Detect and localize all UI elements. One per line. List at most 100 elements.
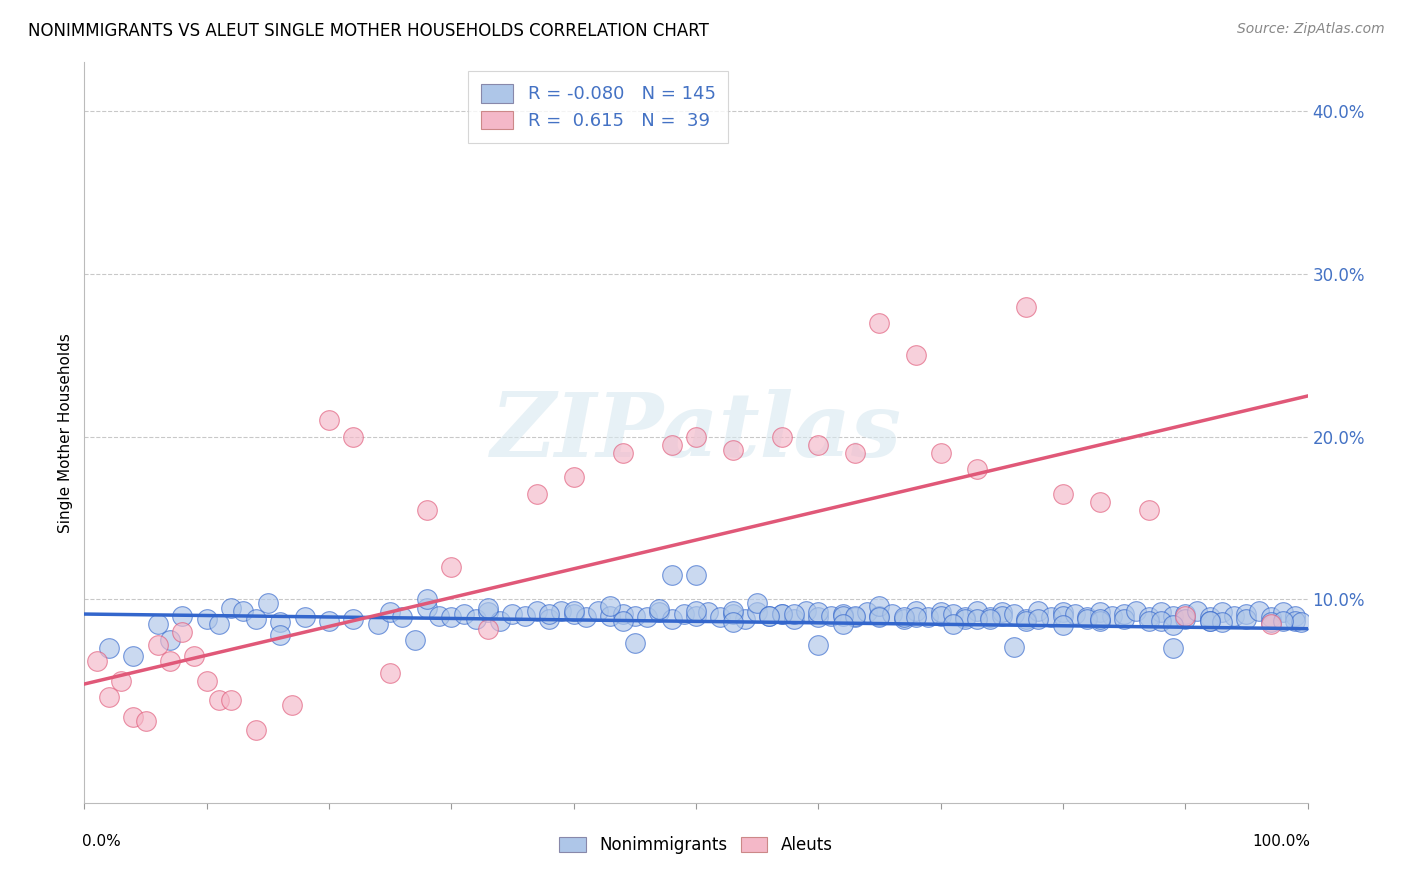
Point (929, 446, 952, 460)
Point (391, 610, 413, 624)
Point (1052, 608, 1074, 623)
Text: Source: ZipAtlas.com: Source: ZipAtlas.com (1237, 22, 1385, 37)
Point (380, 665, 402, 680)
Point (159, 654, 181, 668)
Point (831, 607, 853, 621)
Point (550, 604, 572, 618)
Point (758, 608, 780, 623)
Point (979, 612, 1001, 626)
Point (783, 607, 806, 621)
Point (966, 612, 988, 626)
Point (1291, 615, 1313, 630)
Point (1187, 604, 1209, 618)
Point (1052, 606, 1074, 620)
Point (1223, 608, 1246, 623)
Point (1088, 612, 1111, 626)
Point (1137, 614, 1160, 628)
Point (979, 610, 1001, 624)
Point (538, 612, 561, 626)
Point (477, 600, 499, 615)
Point (721, 442, 744, 457)
Point (1247, 604, 1270, 618)
Point (1198, 610, 1220, 624)
Point (1161, 618, 1184, 632)
Point (269, 628, 291, 642)
Point (991, 608, 1014, 623)
Point (1150, 606, 1173, 620)
Point (685, 568, 707, 582)
Point (122, 649, 145, 664)
Point (219, 693, 242, 707)
Point (281, 698, 304, 713)
Legend: Nonimmigrants, Aleuts: Nonimmigrants, Aleuts (553, 830, 839, 861)
Point (880, 607, 903, 621)
Point (869, 316, 891, 330)
Point (1150, 614, 1173, 628)
Point (562, 607, 585, 621)
Point (820, 608, 842, 623)
Point (869, 610, 891, 624)
Point (183, 649, 205, 664)
Point (770, 430, 793, 444)
Point (1198, 614, 1220, 628)
Point (1211, 606, 1233, 620)
Point (1198, 614, 1220, 628)
Point (195, 673, 218, 688)
Point (562, 470, 585, 484)
Point (1052, 486, 1074, 500)
Point (1088, 606, 1111, 620)
Point (269, 615, 291, 630)
Point (685, 608, 707, 623)
Point (685, 430, 707, 444)
Point (661, 568, 683, 582)
Point (721, 615, 744, 630)
Point (1260, 616, 1282, 631)
Point (844, 608, 866, 623)
Point (612, 614, 634, 628)
Point (1260, 610, 1282, 624)
Point (404, 633, 426, 648)
Point (294, 610, 316, 624)
Point (159, 633, 181, 648)
Point (770, 607, 793, 621)
Point (477, 622, 499, 636)
Point (1002, 640, 1025, 654)
Point (1236, 607, 1258, 621)
Point (966, 462, 988, 476)
Point (538, 607, 561, 621)
Point (1052, 618, 1074, 632)
Point (245, 612, 267, 626)
Point (1272, 606, 1295, 620)
Point (648, 602, 671, 616)
Point (146, 616, 169, 631)
Point (929, 606, 952, 620)
Point (318, 614, 340, 628)
Point (208, 616, 231, 631)
Point (844, 446, 866, 460)
Point (709, 610, 731, 624)
Point (1125, 604, 1147, 618)
Point (661, 438, 683, 452)
Point (807, 610, 830, 624)
Point (697, 606, 720, 620)
Point (905, 610, 928, 624)
Point (1260, 615, 1282, 630)
Text: ZIPatlas: ZIPatlas (491, 390, 901, 475)
Point (416, 503, 439, 517)
Point (685, 604, 707, 618)
Point (942, 607, 965, 621)
Point (1211, 615, 1233, 630)
Point (869, 608, 891, 623)
Point (807, 606, 830, 620)
Point (513, 608, 536, 623)
Point (477, 606, 499, 620)
Point (747, 596, 769, 610)
Point (526, 604, 548, 618)
Point (794, 604, 817, 618)
Point (464, 612, 486, 626)
Point (1174, 607, 1197, 621)
Point (416, 592, 439, 607)
Point (1284, 608, 1306, 623)
Point (440, 559, 463, 574)
Point (1039, 610, 1062, 624)
